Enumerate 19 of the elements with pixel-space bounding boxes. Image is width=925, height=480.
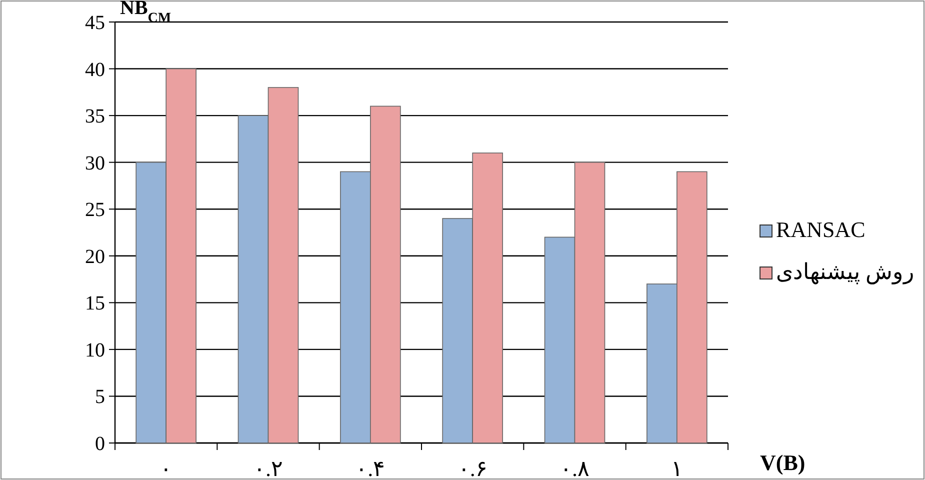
x-tick-label: ۰.۶ bbox=[458, 456, 488, 480]
x-tick-label: ۱ bbox=[670, 456, 683, 480]
y-tick-label: 0 bbox=[95, 433, 105, 455]
x-tick-label: ۰.۸ bbox=[560, 456, 590, 480]
y-tick-label: 15 bbox=[85, 292, 105, 315]
x-tick-label: ۰.۴ bbox=[356, 456, 386, 480]
legend-label: روش پیشنهادی bbox=[776, 259, 914, 285]
x-axis-title: V(B) bbox=[760, 450, 806, 475]
x-tick-label: ۰ bbox=[160, 456, 172, 480]
y-tick-label: 20 bbox=[85, 246, 105, 268]
y-tick-label: 35 bbox=[85, 106, 105, 128]
legend-label: RANSAC bbox=[776, 217, 866, 242]
y-tick-label: 5 bbox=[95, 386, 105, 408]
y-tick-label: 30 bbox=[85, 152, 105, 174]
y-tick-label: 10 bbox=[85, 339, 105, 362]
y-tick-label: 40 bbox=[85, 58, 105, 81]
y-tick-label: 25 bbox=[85, 199, 105, 222]
x-tick-label: ۰.۲ bbox=[254, 456, 283, 480]
y-tick-label: 45 bbox=[85, 12, 105, 34]
